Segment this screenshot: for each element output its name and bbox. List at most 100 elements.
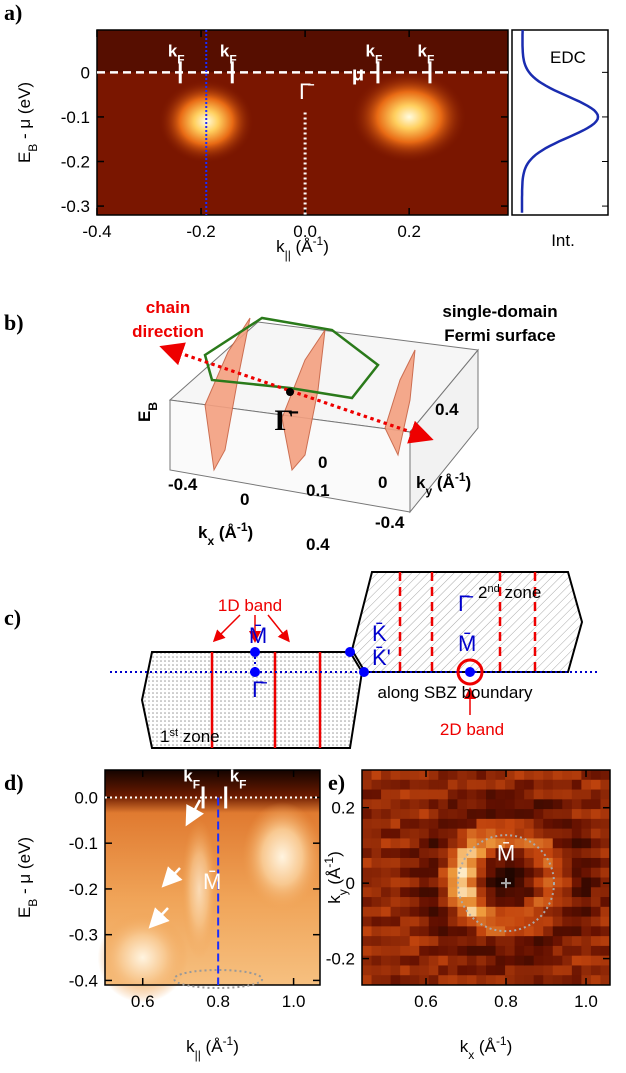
heatmap-cell <box>581 946 591 956</box>
heatmap-cell <box>438 946 448 956</box>
label-part: F <box>193 777 200 791</box>
heatmap-cell <box>362 926 372 936</box>
heatmap-cell <box>381 780 391 790</box>
heatmap-cell <box>572 936 582 946</box>
heatmap-cell <box>457 829 467 839</box>
heatmap-cell <box>438 907 448 917</box>
point-label: M̄ <box>458 631 476 656</box>
side-xlabel: Int. <box>551 231 575 250</box>
heatmap-cell <box>505 790 515 800</box>
heatmap-cell <box>391 780 401 790</box>
heatmap-cell <box>534 790 544 800</box>
heatmap-cell <box>438 887 448 897</box>
heatmap-cell <box>486 868 496 878</box>
heatmap-cell <box>400 897 410 907</box>
heatmap-cell <box>486 917 496 927</box>
label-part: st <box>169 727 178 739</box>
heatmap-cell <box>562 780 572 790</box>
heatmap-cell <box>429 956 439 966</box>
heatmap-cell <box>429 897 439 907</box>
heatmap-cell <box>496 790 506 800</box>
axis-label: EB <box>135 402 160 422</box>
heatmap-cell <box>486 838 496 848</box>
heatmap-cell <box>410 975 420 985</box>
x-tick-label: -0.4 <box>82 222 111 241</box>
heatmap-cell <box>562 848 572 858</box>
heatmap-cell <box>438 790 448 800</box>
heatmap-cell <box>486 770 496 780</box>
heatmap-cell <box>467 946 477 956</box>
heatmap-cell <box>543 780 553 790</box>
heatmap-cell <box>572 917 582 927</box>
heatmap-cell <box>496 917 506 927</box>
heatmap-cell <box>591 838 601 848</box>
heatmap-cell <box>410 790 420 800</box>
heatmap-cell <box>467 819 477 829</box>
heatmap-cell <box>362 907 372 917</box>
heatmap-cell <box>572 829 582 839</box>
heatmap-cell <box>419 907 429 917</box>
y-tick-label: -0.4 <box>69 971 98 990</box>
heatmap-cell <box>572 956 582 966</box>
tick-label: 0 <box>378 473 387 492</box>
heatmap-cell <box>467 878 477 888</box>
heatmap-cell <box>457 965 467 975</box>
heatmap-cell <box>562 819 572 829</box>
heatmap-cell <box>372 829 382 839</box>
heatmap-cell <box>438 878 448 888</box>
heatmap-cell <box>372 790 382 800</box>
heatmap-cell <box>391 868 401 878</box>
heatmap-cell <box>391 956 401 966</box>
heatmap-cell <box>524 956 534 966</box>
heatmap-cell <box>448 770 458 780</box>
heatmap-cell <box>419 838 429 848</box>
heatmap-cell <box>591 799 601 809</box>
heatmap-cell <box>362 819 372 829</box>
x-tick-label: 0.8 <box>494 992 518 1011</box>
point-label: M̄ <box>203 869 221 894</box>
heatmap-cell <box>457 780 467 790</box>
heatmap-cell <box>476 878 486 888</box>
heatmap-cell <box>591 965 601 975</box>
heatmap-cell <box>581 799 591 809</box>
heatmap-cell <box>438 975 448 985</box>
heatmap-cell <box>419 917 429 927</box>
heatmap-cell <box>457 838 467 848</box>
heatmap-cell <box>591 887 601 897</box>
heatmap-cell <box>467 868 477 878</box>
heatmap-cell <box>505 799 515 809</box>
heatmap-cell <box>496 780 506 790</box>
heatmap-cell <box>381 907 391 917</box>
heatmap-cell <box>515 809 525 819</box>
heatmap-cell <box>467 917 477 927</box>
heatmap-cell <box>400 770 410 780</box>
heatmap-cell <box>562 878 572 888</box>
heatmap-cell <box>600 887 610 897</box>
heatmap-cell <box>515 848 525 858</box>
heatmap-cell <box>581 965 591 975</box>
heatmap-cell <box>419 790 429 800</box>
heatmap-cell <box>419 897 429 907</box>
label-part: F <box>229 52 236 66</box>
heatmap-cell <box>553 829 563 839</box>
heatmap-cell <box>572 780 582 790</box>
heatmap-cell <box>429 819 439 829</box>
heatmap-cell <box>448 946 458 956</box>
heatmap-cell <box>372 975 382 985</box>
panel-label: c) <box>4 605 21 630</box>
heatmap-cell <box>534 956 544 966</box>
heatmap-cell <box>381 926 391 936</box>
tick-label: 0.1 <box>306 481 330 500</box>
axis-label: EB - μ (eV) <box>15 82 40 163</box>
heatmap-cell <box>562 858 572 868</box>
heatmap-cell <box>562 897 572 907</box>
heatmap-cell <box>505 780 515 790</box>
heatmap-cell <box>553 965 563 975</box>
heatmap-cell <box>581 887 591 897</box>
heatmap-cell <box>572 770 582 780</box>
heatmap-cell <box>553 819 563 829</box>
heatmap-cell <box>410 956 420 966</box>
heatmap-cell <box>600 809 610 819</box>
heatmap-cell <box>591 819 601 829</box>
heatmap-cell <box>562 936 572 946</box>
